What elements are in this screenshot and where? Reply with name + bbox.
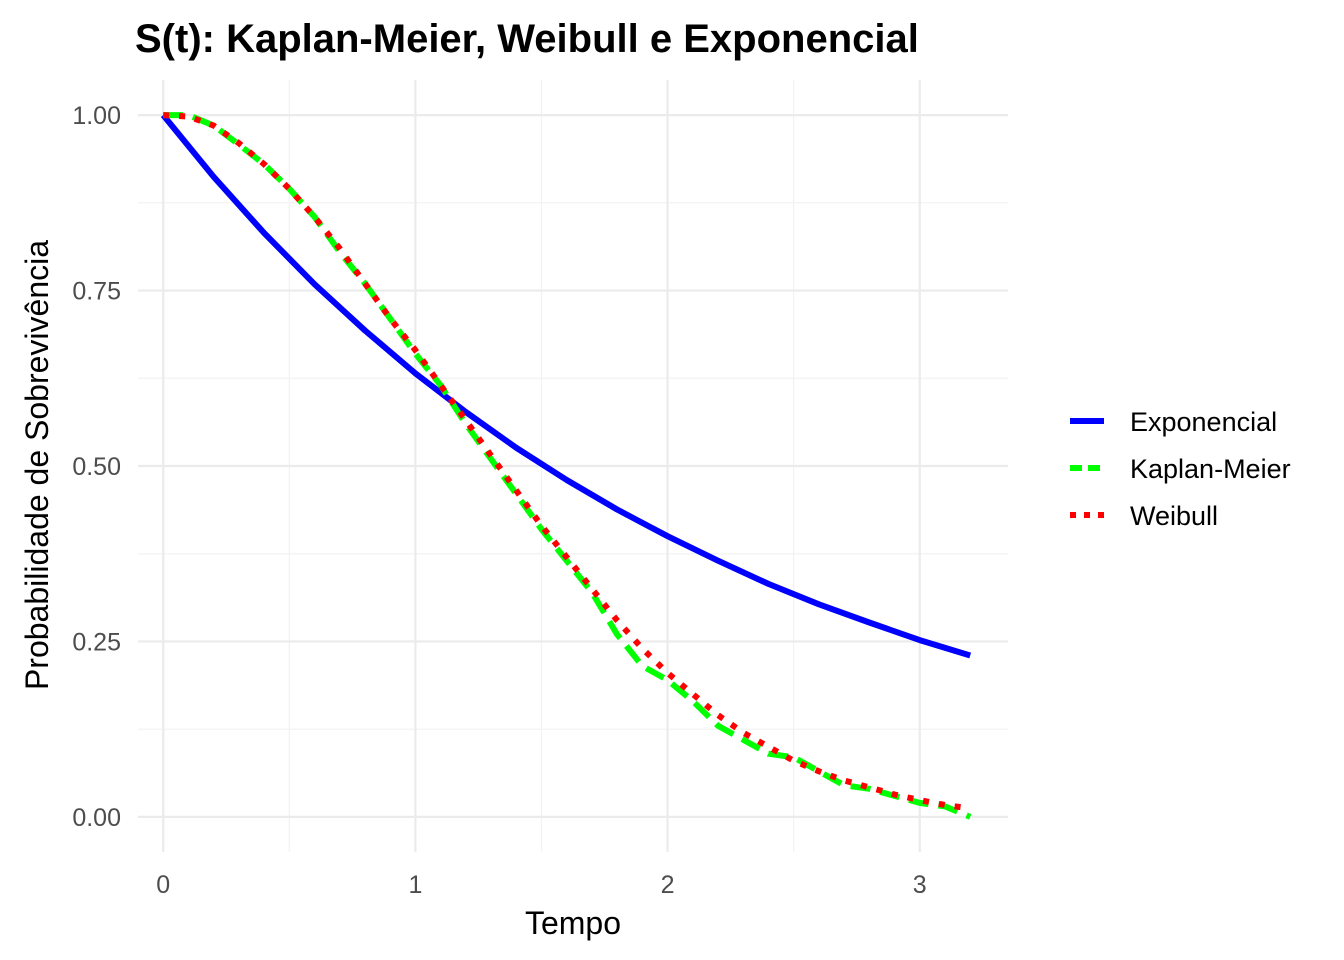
y-tick-label: 1.00 [72, 102, 121, 130]
x-tick-label: 1 [408, 871, 422, 899]
series-line-exponencial [160, 113, 972, 659]
x-tick-label: 2 [661, 871, 675, 899]
y-tick-label: 0.75 [72, 278, 121, 306]
x-axis-ticks: 0 1 2 3 [156, 871, 926, 899]
legend: Exponencial Kaplan-Meier Weibull [1070, 407, 1291, 531]
legend-label: Weibull [1130, 501, 1218, 531]
series-line-weibull [163, 112, 971, 812]
y-axis-ticks: 0.00 0.25 0.50 0.75 1.00 [72, 102, 121, 832]
legend-label: Exponencial [1130, 407, 1277, 437]
y-tick-label: 0.50 [72, 453, 121, 481]
series-layer [160, 112, 972, 820]
x-tick-label: 3 [913, 871, 927, 899]
y-tick-label: 0.00 [72, 804, 121, 832]
chart-title: S(t): Kaplan-Meier, Weibull e Exponencia… [135, 17, 919, 61]
y-axis-title: Probabilidade de Sobrevivência [19, 240, 55, 690]
y-tick-label: 0.25 [72, 628, 121, 656]
grid-minor [138, 80, 1008, 852]
legend-label: Kaplan-Meier [1130, 454, 1291, 484]
grid-major [138, 80, 1008, 852]
x-tick-label: 0 [156, 871, 170, 899]
x-axis-title: Tempo [525, 905, 621, 941]
